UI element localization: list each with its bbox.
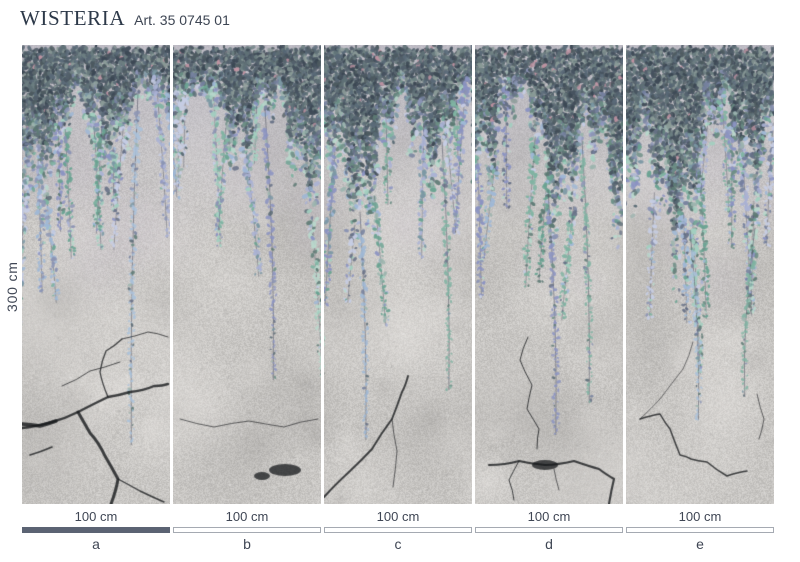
scale-cell-e: 100 cm e bbox=[626, 510, 774, 551]
panel-a-scale-bar bbox=[22, 527, 170, 533]
panel-separator bbox=[321, 45, 324, 504]
panel-d bbox=[475, 45, 623, 504]
scale-cell-b: 100 cm b bbox=[173, 510, 321, 551]
panel-b-width-label: 100 cm bbox=[225, 509, 269, 524]
panel-c-scale-bar bbox=[324, 527, 472, 533]
article-number: Art. 35 0745 01 bbox=[134, 12, 230, 28]
panel-c bbox=[324, 45, 472, 504]
panel-a-width-label: 100 cm bbox=[74, 509, 118, 524]
product-title: WISTERIA bbox=[20, 6, 126, 30]
header: WISTERIA Art. 35 0745 01 bbox=[20, 6, 230, 31]
panel-b-scale-bar bbox=[173, 527, 321, 533]
panel-b bbox=[173, 45, 321, 504]
wallpaper-artwork bbox=[22, 45, 774, 504]
panel-d-width-label: 100 cm bbox=[527, 509, 571, 524]
scale-cell-a: 100 cm a bbox=[22, 510, 170, 551]
panel-a bbox=[22, 45, 170, 504]
scale-cell-c: 100 cm c bbox=[324, 510, 472, 551]
panel-separator bbox=[472, 45, 475, 504]
panel-c-letter: c bbox=[394, 536, 402, 552]
panel-e bbox=[626, 45, 774, 504]
width-scale-row: 100 cm a 100 cm b 100 cm c 100 cm d 100 cm e bbox=[22, 510, 774, 551]
scale-cell-d: 100 cm d bbox=[475, 510, 623, 551]
panel-d-scale-bar bbox=[475, 527, 623, 533]
panel-e-scale-bar bbox=[626, 527, 774, 533]
panel-d-letter: d bbox=[545, 536, 553, 552]
panel-separator bbox=[623, 45, 626, 504]
wallpaper-preview bbox=[22, 45, 774, 504]
panel-e-letter: e bbox=[696, 536, 704, 552]
panel-e-width-label: 100 cm bbox=[678, 509, 722, 524]
panel-a-letter: a bbox=[92, 536, 100, 552]
panel-c-width-label: 100 cm bbox=[376, 509, 420, 524]
panel-b-letter: b bbox=[243, 536, 251, 552]
height-dimension-label: 300 cm bbox=[4, 261, 20, 312]
panel-separator bbox=[170, 45, 173, 504]
